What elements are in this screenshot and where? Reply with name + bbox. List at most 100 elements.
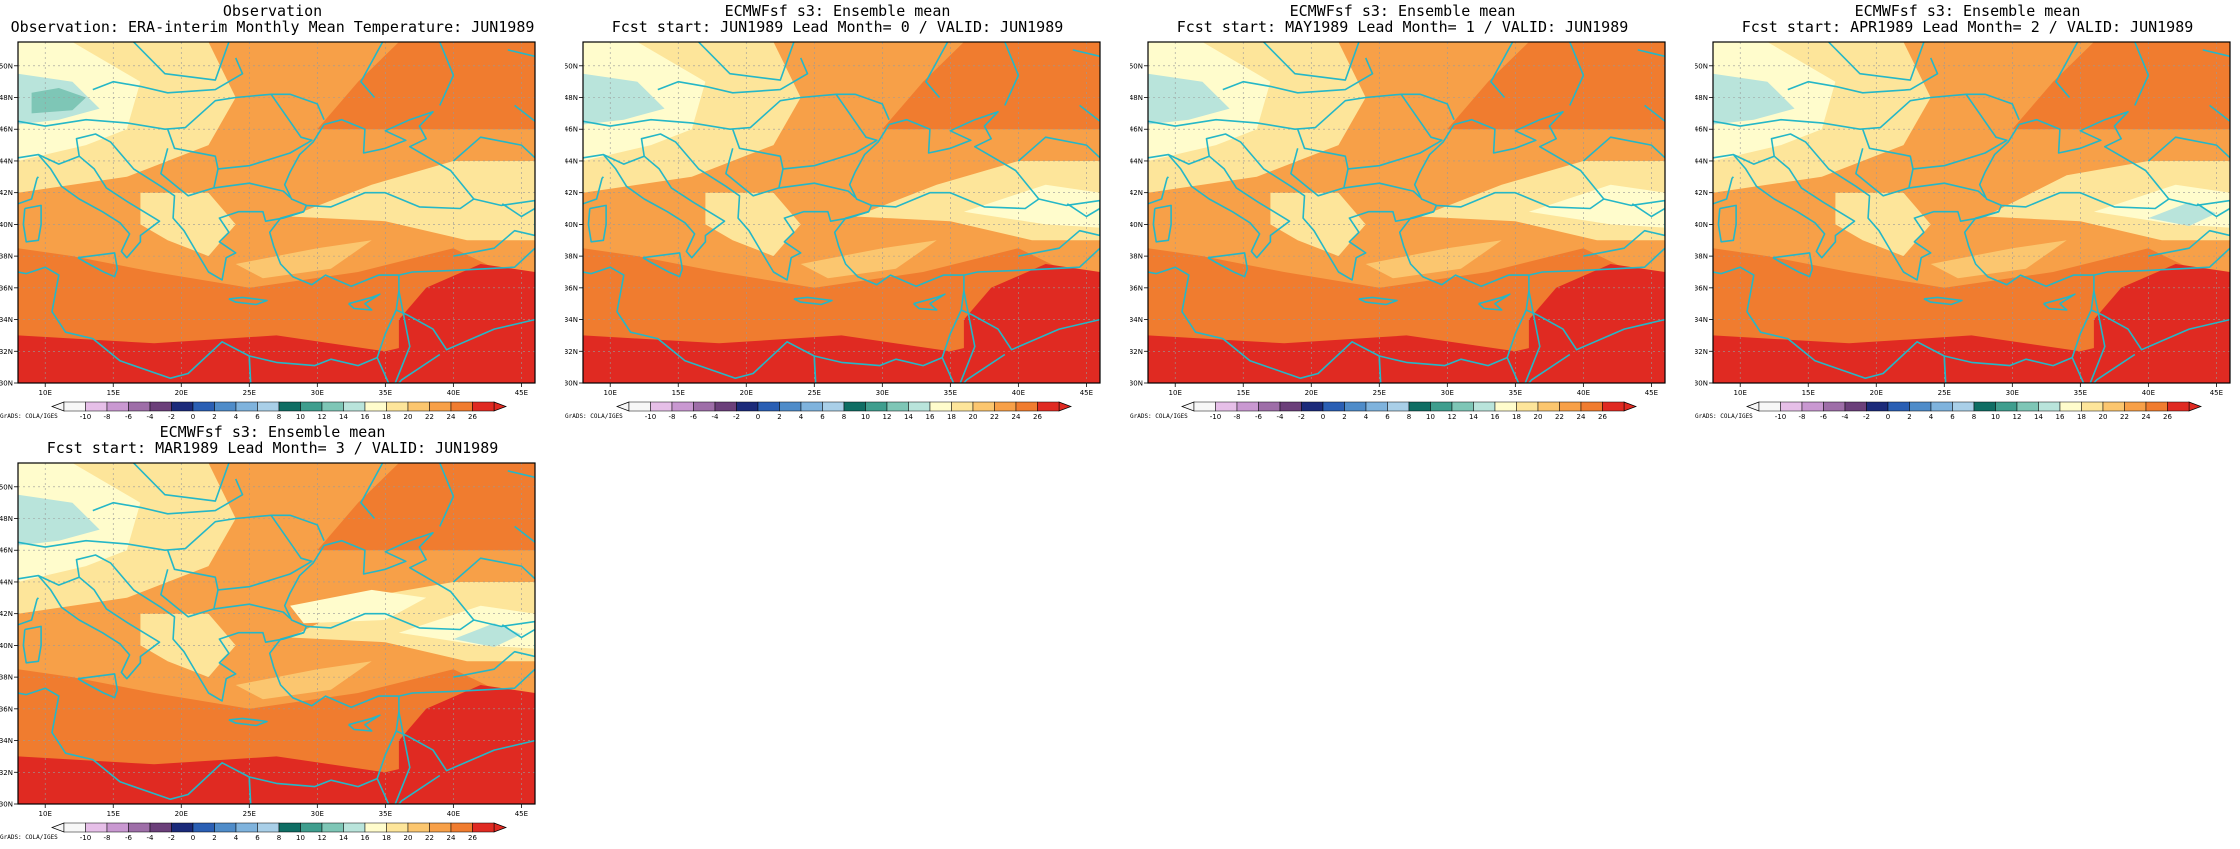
temperature-region (290, 161, 535, 241)
grads-credit: GrADS: COLA/IGES (0, 834, 58, 841)
colorbar-label: 12 (318, 413, 327, 421)
temperature-region (317, 42, 535, 130)
colorbar-swatch (1516, 401, 1539, 412)
lon-label: 30E (876, 389, 889, 397)
coastline (1943, 355, 1947, 383)
lat-label: 38N (1130, 253, 1143, 261)
lon-label: 30E (2006, 389, 2019, 397)
coastline (514, 525, 535, 543)
coastline (793, 296, 833, 306)
lat-label: 36N (1130, 284, 1143, 292)
colorbar-label: 24 (447, 834, 456, 842)
colorbar-swatch (171, 822, 194, 833)
lon-label: 40E (2142, 389, 2155, 397)
colorbar: -10 -8 -6 -4 -2 0 2 4 6 8 10 12 14 16 18 20 22 24 26 (1746, 401, 2202, 421)
colorbar-swatch (321, 401, 344, 412)
colorbar-label: -10 (80, 834, 91, 842)
colorbar-swatch (1451, 401, 1474, 412)
coastline (813, 355, 817, 383)
coastline (18, 210, 400, 380)
coastline (2134, 42, 2150, 106)
colorbar-label: 2 (1342, 413, 1346, 421)
colorbar-swatch (1844, 401, 1867, 412)
colorbar-swatch (1258, 401, 1281, 412)
temperature-region (1447, 42, 1665, 130)
colorbar-swatch (278, 822, 301, 833)
lat-label: 50N (1695, 62, 1708, 70)
colorbar-label: 16 (361, 413, 370, 421)
coastline (77, 252, 119, 278)
colorbar-label: -2 (168, 834, 175, 842)
coastline (1079, 104, 1100, 122)
shaded-field (1148, 42, 1665, 383)
coastline (1072, 49, 1100, 58)
lon-label: 45E (2210, 389, 2223, 397)
colorbar-arrow-right (1058, 401, 1072, 412)
coastline (348, 714, 381, 732)
coastline (514, 104, 535, 122)
colorbar-label: 10 (1991, 413, 2000, 421)
coastline (1148, 93, 1455, 130)
coastline (213, 603, 291, 619)
colorbar-label: 8 (842, 413, 846, 421)
colorbar-label: 4 (799, 413, 804, 421)
coastline (398, 668, 535, 697)
colorbar-label: -2 (168, 413, 175, 421)
map-panel: ECMWFsf s3: Ensemble mean Fcst start: APR… (1695, 0, 2240, 421)
coastline (2209, 104, 2230, 122)
colorbar-label: 4 (1364, 413, 1369, 421)
colorbar-label: 24 (1012, 413, 1021, 421)
coastline (583, 210, 965, 380)
coastline (1478, 293, 1511, 311)
temperature-region (583, 73, 665, 125)
colorbar-swatch (1193, 401, 1216, 412)
lon-label: 40E (447, 389, 460, 397)
coastline (925, 42, 949, 99)
lat-label: 32N (0, 769, 13, 777)
temperature-region (1713, 73, 1795, 125)
colorbar-label: 24 (2142, 413, 2151, 421)
temperature-map: 10E 15E 20E 25E 30E 35E 40E 45E 30N 32N 34N 36N 38N 4… (1130, 41, 1666, 397)
colorbar-label: -8 (669, 413, 676, 421)
colorbar-swatch (1995, 401, 2018, 412)
temperature-region (1528, 264, 1665, 383)
lat-label: 50N (1130, 62, 1143, 70)
lon-label: 45E (1645, 389, 1658, 397)
coastline (698, 42, 795, 81)
lat-label: 34N (1130, 316, 1143, 324)
colorbar-swatch (343, 822, 366, 833)
colorbar-swatch (450, 822, 473, 833)
lat-label: 40N (565, 221, 578, 229)
colorbar-label: -10 (80, 413, 91, 421)
colorbar-arrow-left (51, 822, 65, 833)
lon-label: 45E (515, 810, 528, 818)
colorbar-label: -4 (147, 413, 155, 421)
colorbar-swatch (2145, 401, 2168, 412)
coastline (602, 154, 726, 259)
colorbar-arrow-left (51, 401, 65, 412)
colorbar-swatch (1780, 401, 1803, 412)
temperature-map: 10E 15E 20E 25E 30E 35E 40E 45E 30N 32N 34N 36N 38N 4… (0, 41, 536, 397)
coastline (2148, 198, 2230, 257)
coastline (1263, 42, 1360, 81)
temperature-region (2012, 42, 2230, 130)
colorbar-swatch (2124, 401, 2147, 412)
colorbar-label: 18 (1512, 413, 1521, 421)
temperature-region (235, 661, 372, 700)
colorbar-label: -6 (690, 413, 698, 421)
colorbar-swatch (1866, 401, 1889, 412)
temperature-region (398, 685, 535, 804)
coastline (1152, 204, 1172, 243)
colorbar-label: -4 (1842, 413, 1850, 421)
colorbar-label: 6 (255, 834, 260, 842)
lon-label: 35E (379, 810, 392, 818)
lat-label: 48N (0, 94, 13, 102)
colorbar-label: 0 (1321, 413, 1325, 421)
colorbar-label: 20 (2099, 413, 2108, 421)
colorbar-swatch (171, 401, 194, 412)
lat-label: 30N (1695, 380, 1708, 388)
colorbar-swatch (149, 401, 172, 412)
coastline (1347, 93, 1443, 170)
coastline (92, 478, 244, 515)
lon-label: 10E (1169, 389, 1182, 397)
